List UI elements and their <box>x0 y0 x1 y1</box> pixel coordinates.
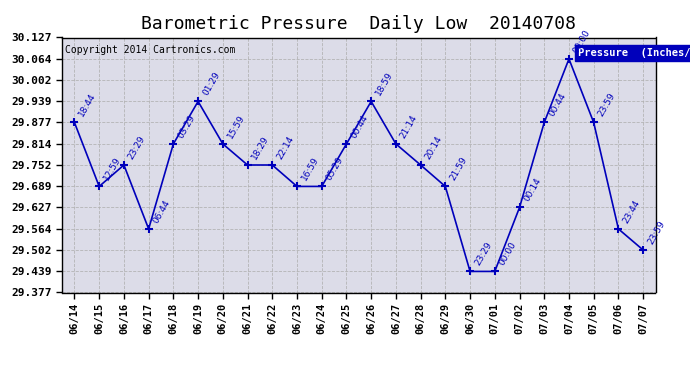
Text: 23:29: 23:29 <box>473 240 493 267</box>
Text: 23:44: 23:44 <box>621 198 642 225</box>
Text: 16:59: 16:59 <box>299 155 320 182</box>
Text: 03:29: 03:29 <box>176 113 197 140</box>
Text: 01:29: 01:29 <box>201 70 221 97</box>
Text: Pressure  (Inches/Hg): Pressure (Inches/Hg) <box>578 48 690 58</box>
Title: Barometric Pressure  Daily Low  20140708: Barometric Pressure Daily Low 20140708 <box>141 15 576 33</box>
Text: 00:44: 00:44 <box>349 113 370 140</box>
Text: 00:44: 00:44 <box>547 92 568 118</box>
Text: 22:14: 22:14 <box>275 134 295 161</box>
Text: 06:44: 06:44 <box>151 198 172 225</box>
Text: 05:29: 05:29 <box>324 156 345 182</box>
Text: 18:59: 18:59 <box>374 70 395 97</box>
Text: 21:14: 21:14 <box>399 113 420 140</box>
Text: 21:59: 21:59 <box>448 156 469 182</box>
Text: 18:29: 18:29 <box>250 134 271 161</box>
Text: 23:59: 23:59 <box>596 92 617 118</box>
Text: 00:14: 00:14 <box>522 177 543 203</box>
Text: 12:59: 12:59 <box>102 156 123 182</box>
Text: 20:14: 20:14 <box>424 134 444 161</box>
Text: 15:59: 15:59 <box>226 113 246 140</box>
Text: 18:44: 18:44 <box>77 92 98 118</box>
Text: 00:00: 00:00 <box>497 240 518 267</box>
Text: Copyright 2014 Cartronics.com: Copyright 2014 Cartronics.com <box>65 45 235 55</box>
Text: 00:00: 00:00 <box>572 28 593 55</box>
Text: 23:59: 23:59 <box>646 219 667 246</box>
Text: 23:29: 23:29 <box>127 134 147 161</box>
